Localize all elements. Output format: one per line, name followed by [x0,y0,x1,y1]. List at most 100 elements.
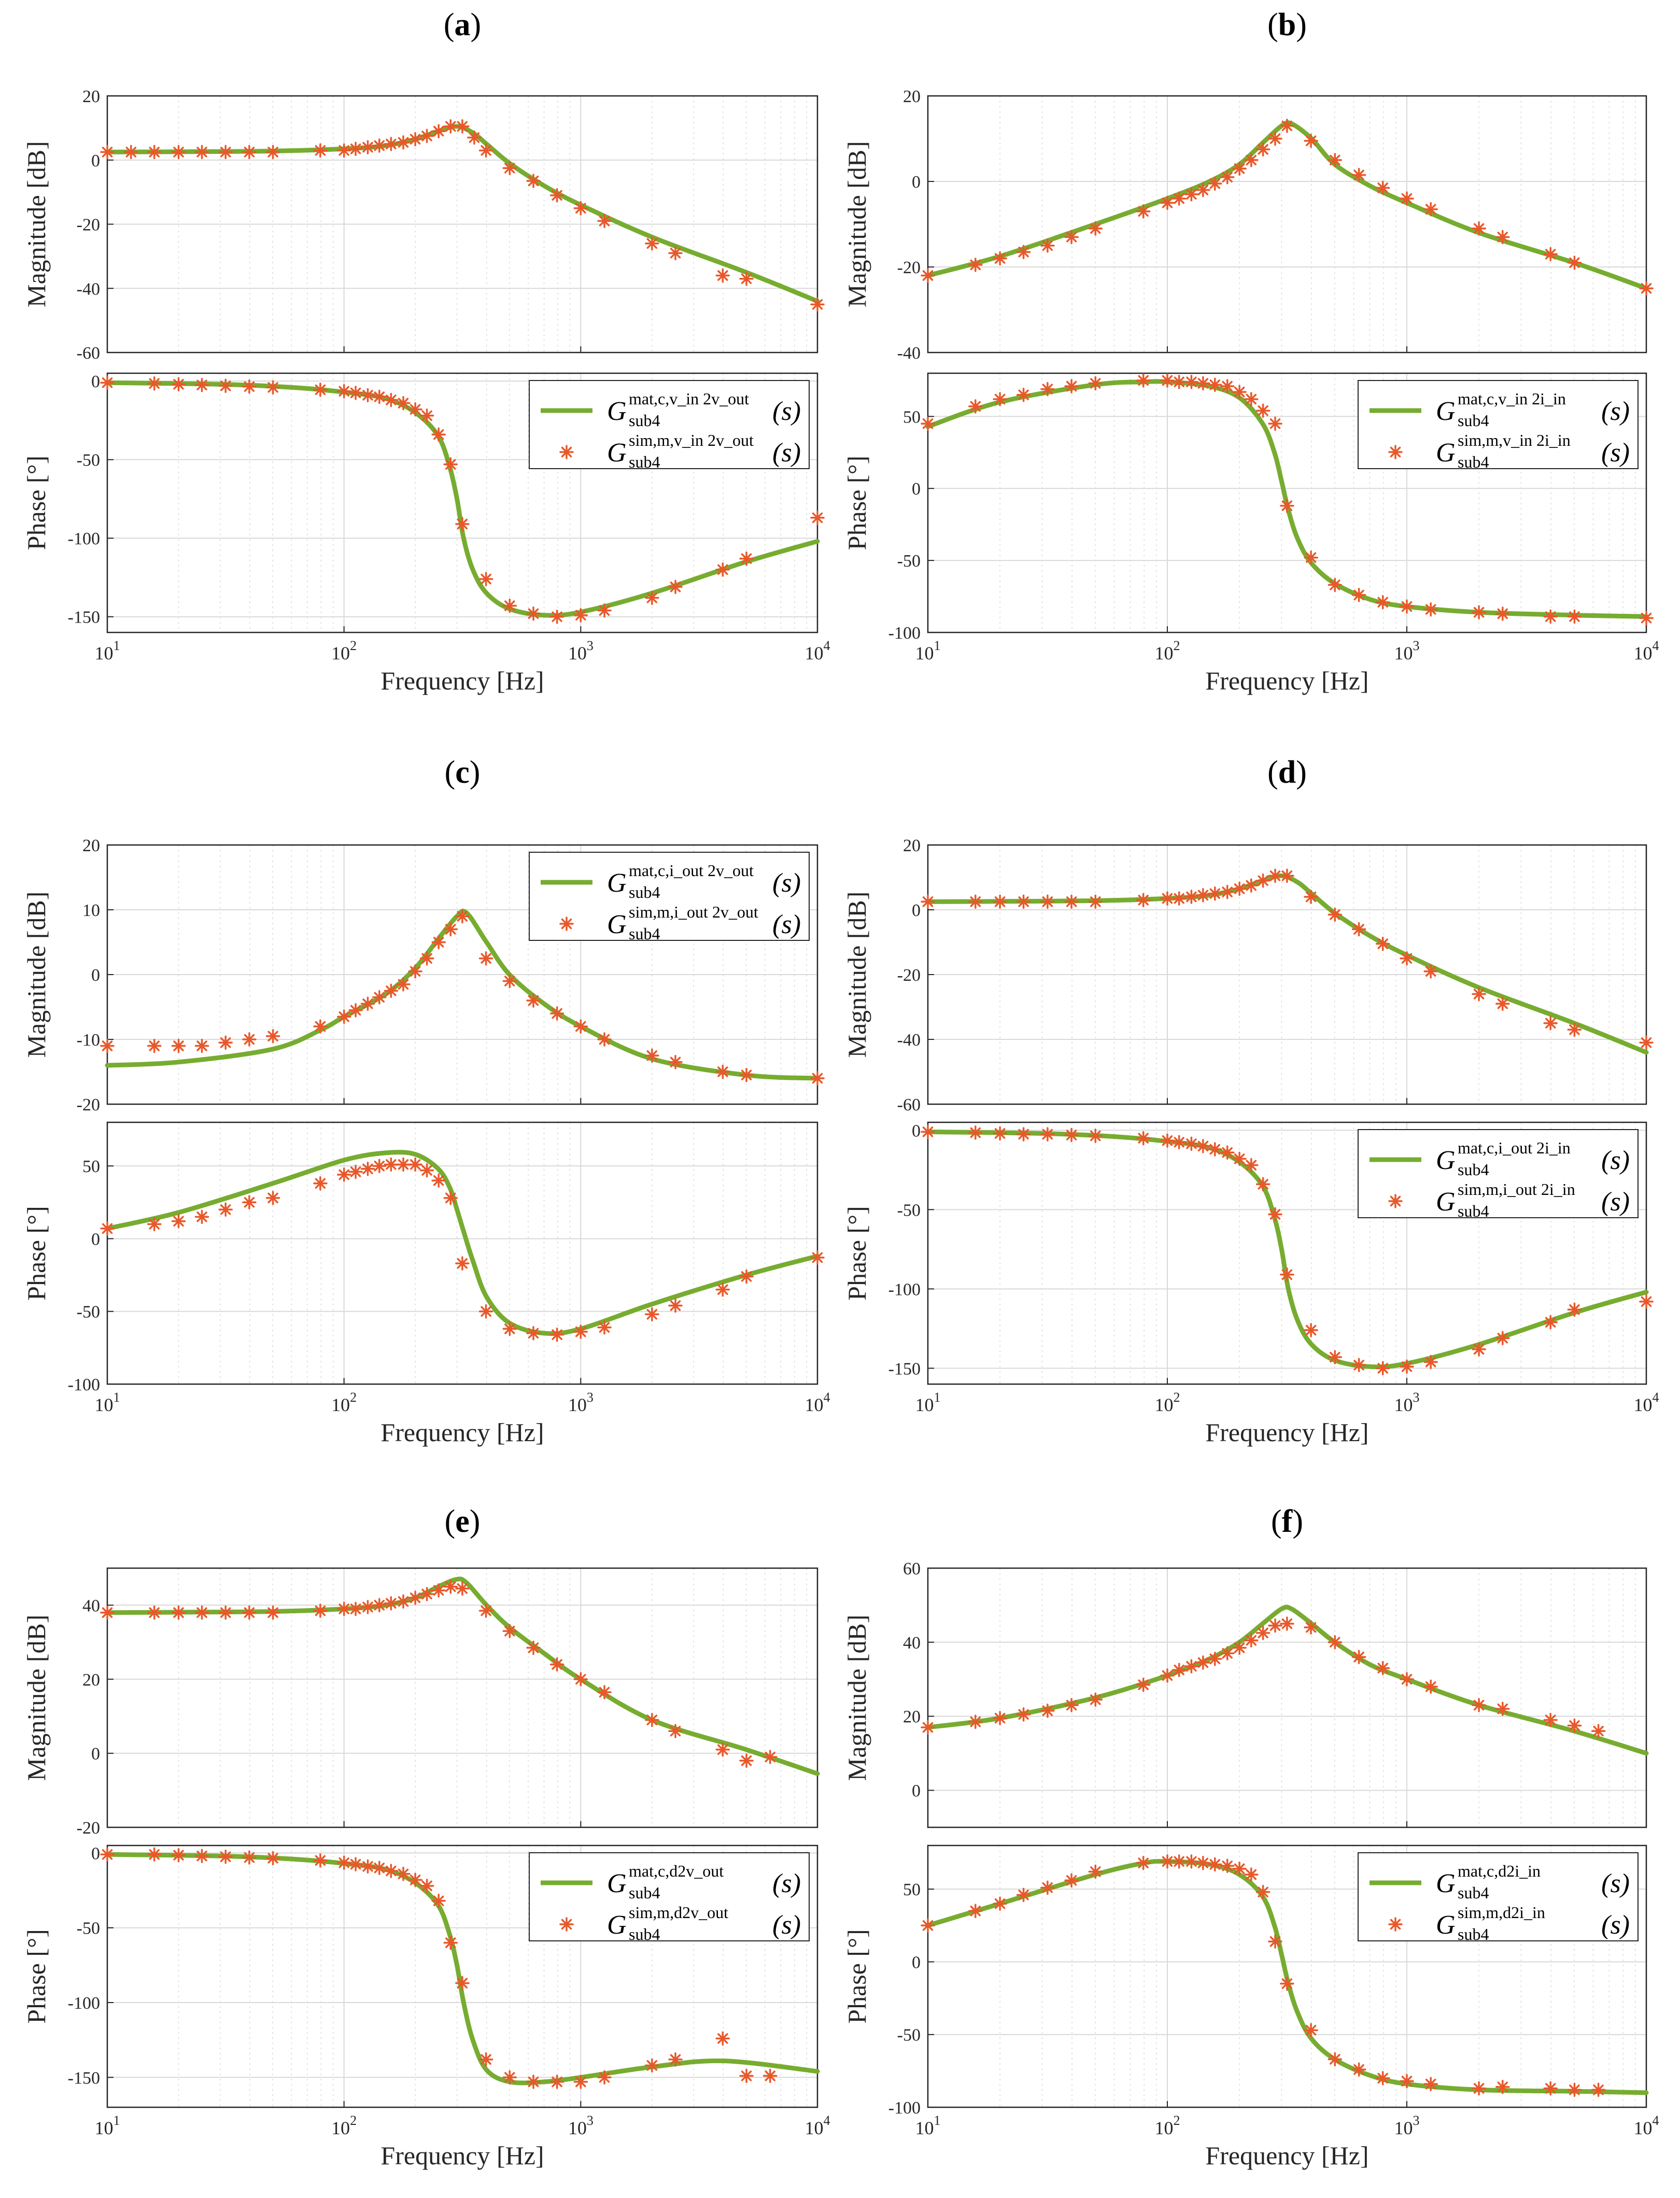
panel-a-magnitude-sim-point [147,145,162,160]
panel-d-phase-sim-point [1304,1323,1318,1337]
panel-f-phase-sim-markers [921,1854,1606,2097]
panel-f-phase-ytick-label: -100 [888,2098,921,2118]
panel-e-phase-ytick-label: -50 [77,1919,100,1938]
panel-f-phase-ytick-label: 0 [912,1953,921,1972]
panel-c-xlabel: Frequency [Hz] [380,1418,544,1447]
panel-e-magnitude-sim-point [147,1605,162,1620]
panel-e-magnitude-ytick-label: 40 [82,1596,100,1615]
panel-f-magnitude-ytick-label: 60 [903,1559,921,1579]
panel-e-magnitude-sim-point [408,1590,422,1605]
panel-e-magnitude-sim-point [431,1583,446,1598]
panel-b-magnitude-sim-point [1351,167,1366,182]
panel-c-magnitude-sim-point [419,951,434,966]
panel-f-legend-superscript: sim,m,d2i_in [1458,1903,1545,1922]
panel-f-magnitude-sim-point [968,1714,983,1729]
panel-f-title: (f) [1271,1504,1303,1539]
panel-d-phase-xtick-label: 102 [1155,1390,1180,1415]
panel-c-phase-sim-point [384,1157,399,1172]
panel-f-magnitude-sim-point [1064,1698,1079,1713]
panel-c-phase-sim-point [147,1217,162,1232]
panel-a-phase-frame [106,372,818,633]
panel-d-phase-sim-point [1351,1358,1366,1373]
panel-e-phase-sim-point [360,1859,375,1874]
panel-f-phase-sim-point [1472,2081,1486,2096]
panel-b-magnitude-sim-point [1328,153,1343,167]
panel-c-phase-sim-point [645,1307,659,1322]
panel-a-phase-sim-point [147,376,162,391]
panel-f-phase-sim-point [1232,1862,1247,1876]
panel-c-magnitude-sim-point [455,909,470,924]
panel-d-magnitude-sim-point [1040,894,1055,909]
panel-e-magnitude-sim-point [573,1672,588,1687]
panel-d-phase-sim-point [1639,1294,1654,1309]
panel-c-phase-sim-point [360,1162,375,1176]
panel-a-magnitude-sim-point [396,135,411,150]
panel-a-magnitude-sim-point [549,188,564,203]
panel-b-phase-model-line [925,379,1649,619]
panel-f-magnitude-sim-point [1208,1652,1222,1666]
panel-c-legend-suffix: (s) [772,868,801,898]
panel-f-phase-sim-point [1184,1854,1199,1869]
panel-e-magnitude-sim-point [443,1579,458,1594]
panel-c-magnitude-sim-point [194,1038,209,1053]
panel-a-phase-model-line [105,380,820,618]
panel-f-magnitude-ytick-label: 0 [912,1782,921,1801]
panel-d-phase-sim-point [1220,1145,1235,1160]
panel-a-magnitude-sim-point [336,143,351,158]
panel-c-phase-xtick-label: 104 [805,1390,830,1415]
panel-a-magnitude-sim-point [668,246,683,260]
panel-d-magnitude-sim-point [1184,890,1199,904]
panel-c-magnitude-ytick-label: -10 [77,1031,100,1050]
panel-b-phase-sim-point [993,392,1007,406]
panel-b-phase-sim-point [1136,373,1151,388]
panel-f-phase-xtick-label: 103 [1394,2113,1420,2138]
panel-a: (a) -60 -40 -20 0 20 Magnitude [dB] -150 -100 -50… [22,7,830,695]
panel-e-phase-sim-point [408,1872,422,1887]
panel-a-magnitude-sim-point [526,174,541,188]
panel-f-magnitude-ylabel: Magnitude [dB] [842,1615,871,1781]
panel-c-magnitude-sim-point [810,1071,825,1086]
panel-b-legend-label: G [1436,438,1456,468]
panel-d-phase-sim-point [1567,1302,1582,1317]
panel-a-magnitude-sim-point [739,271,754,286]
panel-d-magnitude-sim-point [1064,894,1079,909]
panel-e-legend-subscript: sub4 [629,1883,660,1902]
panel-a-phase-sim-point [218,378,233,393]
panel-c-magnitude-sim-point [360,996,375,1011]
panel-a-magnitude-sim-point [171,145,186,160]
panel-f-magnitude-sim-point [1567,1718,1582,1733]
panel-c-phase-xtick-label: 101 [95,1390,120,1415]
panel-a-phase-ytick-label: -50 [77,451,100,470]
panel-c-magnitude-sim-point [372,990,387,1005]
panel-a-phase-xtick-label: 102 [331,638,357,664]
panel-e-legend-marker-swatch [559,1917,574,1932]
panel-c-title: (c) [445,755,481,790]
panel-b-phase-sim-point [1171,374,1187,389]
panel-b-magnitude-sim-point [1040,238,1055,253]
panel-b-magnitude-sim-point [1220,170,1235,185]
panel-c-legend-superscript: sim,m,i_out 2v_out [629,903,758,921]
panel-f-legend-label: G [1436,1869,1456,1898]
panel-a-phase-sim-point [372,389,387,404]
panel-d-phase-sim-point [1423,1355,1438,1369]
panel-d-legend-marker-swatch [1388,1194,1403,1208]
panel-d-legend-box [1358,1129,1639,1218]
panel-a-magnitude-sim-point [419,129,434,144]
panel-a-phase-sim-point [443,457,458,472]
panel-c-magnitude-ytick-label: -20 [77,1095,100,1115]
panel-a-xlabel: Frequency [Hz] [380,666,544,695]
panel-e-phase-sim-point [265,1851,280,1866]
panel-a-legend-label: G [607,438,627,468]
panel-e-legend-suffix: (s) [772,1910,801,1940]
panel-d-phase-sim-point [1543,1315,1558,1330]
panel-d-magnitude-sim-point [1351,922,1366,937]
panel-b-magnitude-sim-point [1400,191,1414,206]
panel-e: (e) -20 0 20 40 Magnitude [dB] -150 -100 -50 0 101… [22,1504,830,2170]
panel-f-magnitude-sim-point [1171,1662,1187,1678]
panel-d-magnitude-sim-point [1255,873,1270,888]
panel-a-phase-sim-point [715,562,730,577]
panel-d-legend-superscript: sim,m,i_out 2i_in [1458,1180,1575,1199]
panel-d-title: (d) [1267,755,1307,790]
